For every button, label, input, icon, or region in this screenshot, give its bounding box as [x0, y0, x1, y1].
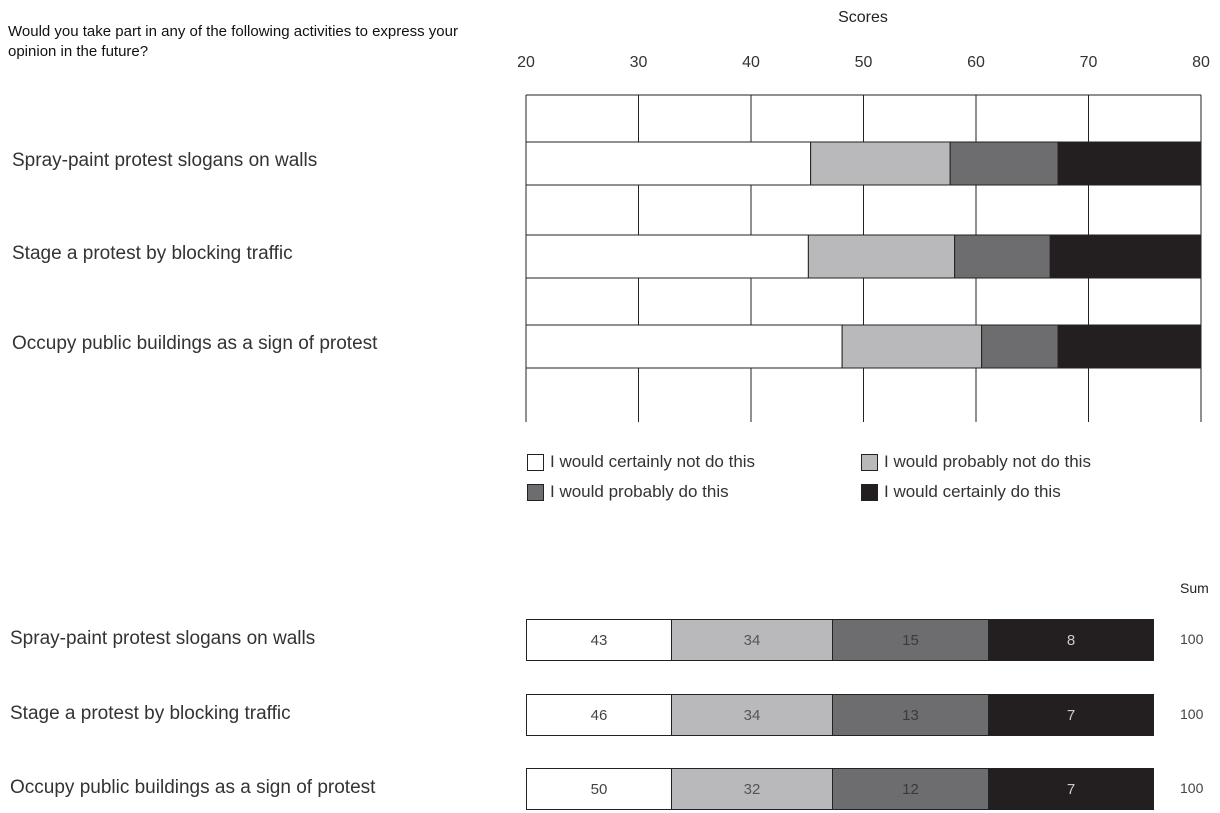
legend-label: I would certainly do this	[884, 482, 1061, 501]
bar-segment	[841, 324, 983, 369]
bar-segment	[810, 141, 951, 186]
x-tick-label: 70	[1080, 54, 1098, 71]
table-row: 46 34 13 7	[526, 694, 1154, 736]
category-label: Spray-paint protest slogans on walls	[12, 150, 318, 171]
table-row-label: Occupy public buildings as a sign of pro…	[10, 777, 376, 798]
row-sum: 100	[1180, 631, 1204, 647]
table-cell: 12	[832, 768, 989, 810]
table-cell: 32	[671, 768, 833, 810]
x-tick-label: 20	[517, 54, 535, 71]
bar-segment	[1057, 324, 1202, 369]
legend-swatch	[861, 483, 878, 501]
table-cell: 43	[526, 619, 672, 661]
table-cell: 34	[671, 619, 833, 661]
legend-swatch	[861, 453, 878, 471]
bar-segment	[525, 324, 843, 369]
legend-item-certainly: I would certainly do this	[861, 482, 1061, 502]
legend-label: I would certainly not do this	[550, 452, 756, 471]
table-cell: 7	[988, 768, 1154, 810]
table-cell: 46	[526, 694, 672, 736]
bar-segment	[1057, 141, 1202, 186]
x-tick-label: 40	[742, 54, 760, 71]
bar-segment	[807, 234, 956, 279]
category-label: Stage a protest by blocking traffic	[12, 243, 293, 264]
row-sum: 100	[1180, 706, 1204, 722]
x-tick-label: 60	[967, 54, 985, 71]
bars	[525, 141, 1202, 369]
question-text: Would you take part in any of the follow…	[8, 23, 458, 60]
x-axis-ticks: 20 30 40 50 60 70 80	[517, 54, 1210, 71]
table-cell: 8	[988, 619, 1154, 661]
table-cell: 13	[832, 694, 989, 736]
table-row-label: Stage a protest by blocking traffic	[10, 703, 291, 724]
bar-segment	[954, 234, 1051, 279]
category-label: Occupy public buildings as a sign of pro…	[12, 333, 378, 354]
legend-item-probably: I would probably do this	[527, 482, 729, 502]
x-axis-title: Scores	[838, 9, 888, 26]
x-tick-label: 30	[630, 54, 648, 71]
bar-segment	[525, 141, 812, 186]
table-row: 50 32 12 7	[526, 768, 1154, 810]
legend-swatch	[527, 453, 544, 471]
x-tick-label: 50	[855, 54, 873, 71]
table-cell: 15	[832, 619, 989, 661]
sum-header: Sum	[1180, 580, 1209, 596]
legend-item-probably-not: I would probably not do this	[861, 452, 1091, 472]
table-cell: 34	[671, 694, 833, 736]
legend-label: I would probably do this	[550, 482, 729, 501]
table-row-label: Spray-paint protest slogans on walls	[10, 628, 316, 649]
bar-segment	[1049, 234, 1202, 279]
table-row: 43 34 15 8	[526, 619, 1154, 661]
bar-segment	[949, 141, 1059, 186]
bar-segment	[525, 234, 809, 279]
stacked-bar-chart: Scores 20 30 40 50 60 70 80	[517, 9, 1210, 422]
table-cell: 50	[526, 768, 672, 810]
row-sum: 100	[1180, 780, 1204, 796]
bar-segment	[981, 324, 1059, 369]
table-cell: 7	[988, 694, 1154, 736]
legend-item-certainly-not: I would certainly not do this	[527, 452, 755, 472]
legend-swatch	[527, 483, 544, 501]
legend-label: I would probably not do this	[884, 452, 1091, 471]
x-tick-label: 80	[1192, 54, 1210, 71]
